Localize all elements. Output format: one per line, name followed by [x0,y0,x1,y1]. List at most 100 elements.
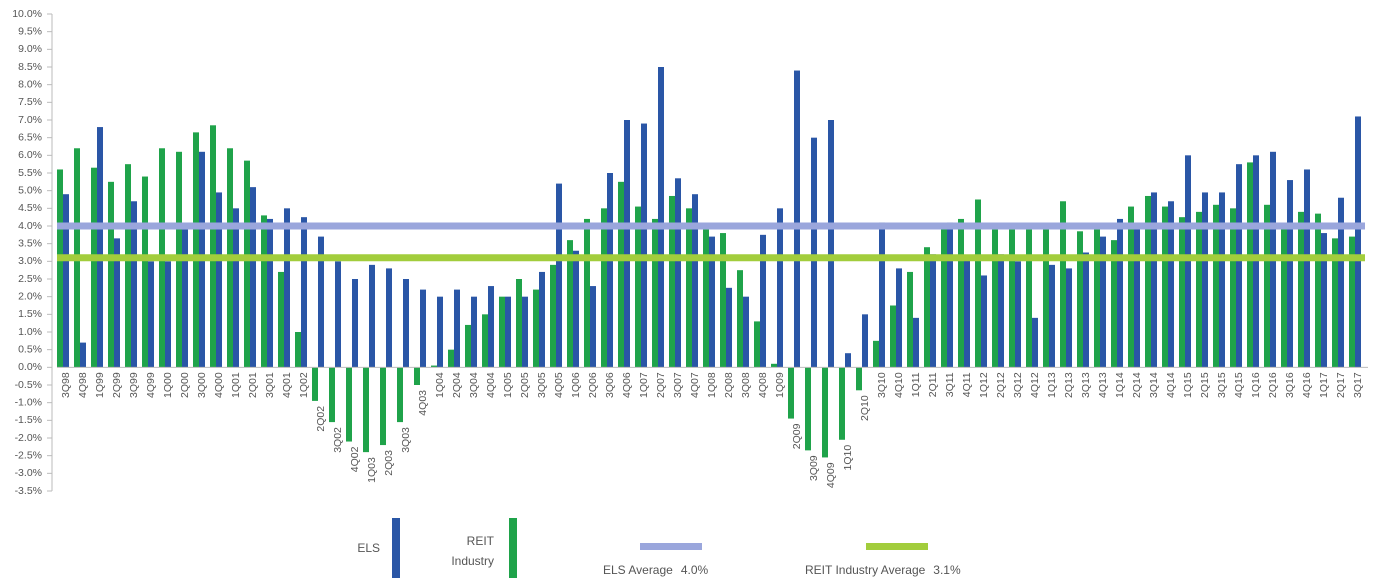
x-tick-label: 1Q14 [1114,372,1126,398]
bar [1179,217,1185,368]
bar [1196,211,1202,368]
bar [488,286,494,368]
bar [448,349,454,368]
legend-value: 3.1% [933,563,961,577]
y-tick-label: 8.0% [18,78,42,90]
bar [244,160,250,368]
x-tick-label: 2Q08 [723,372,735,398]
x-tick-label: 3Q17 [1352,372,1364,398]
bar [743,296,749,368]
x-tick-label: 3Q06 [604,372,616,398]
bar [352,279,358,368]
bar [80,342,86,368]
y-tick-label: -0.5% [15,379,42,391]
bar [1111,240,1117,368]
bar [414,367,420,385]
bar [811,137,817,368]
bar [941,226,947,368]
y-tick-label: 10.0% [12,8,42,20]
x-tick-label: 4Q04 [485,372,497,398]
x-tick-label: 4Q06 [621,372,633,398]
x-tick-label: 3Q08 [740,372,752,398]
x-tick-label: 1Q05 [502,372,514,398]
x-tick-label: 4Q12 [1029,372,1041,398]
bar [760,234,766,368]
y-tick-label: -2.5% [15,449,42,461]
x-tick-label: 3Q12 [1012,372,1024,398]
bar [1083,252,1089,368]
bar [63,194,69,368]
bar [363,367,369,453]
bar [720,233,726,368]
y-tick-label: 5.0% [18,184,42,196]
bar [879,222,885,368]
x-tick-label: 1Q01 [230,372,242,398]
x-tick-label: 1Q16 [1250,372,1262,398]
bar [465,324,471,368]
bar [1213,204,1219,368]
x-tick-label: 1Q00 [162,372,174,398]
x-tick-label: 1Q08 [706,372,718,398]
bar [165,261,171,368]
bar [1015,261,1021,368]
x-tick-label: 3Q00 [196,372,208,398]
bar [1185,155,1191,368]
x-tick-label: 1Q99 [94,372,106,398]
bar [1264,204,1270,368]
bar [907,271,913,368]
x-tick-label: 4Q08 [757,372,769,398]
bar [97,127,103,368]
bar [1094,229,1100,368]
x-tick-label: 3Q09 [808,455,820,481]
x-tick-label: 1Q15 [1182,372,1194,398]
bar [975,199,981,368]
bar [1100,236,1106,368]
bar [57,169,63,368]
bar [924,247,930,368]
bar [658,67,664,368]
bar [618,181,624,368]
x-tick-label: 3Q16 [1284,372,1296,398]
bar [947,222,953,368]
bar [1236,164,1242,368]
bar [539,271,545,368]
y-tick-label: -1.5% [15,414,42,426]
bar [601,208,607,368]
x-tick-label: 2Q04 [451,372,463,398]
x-tick-label: 1Q11 [910,372,922,397]
bar [284,208,290,368]
y-tick-label: 9.0% [18,43,42,55]
x-tick-label: 4Q00 [213,372,225,398]
y-tick-label: 3.5% [18,237,42,249]
bar [1315,213,1321,368]
y-tick-label: -1.0% [15,396,42,408]
bar [913,317,919,368]
x-tick-label: 2Q12 [995,372,1007,398]
bar [420,289,426,368]
x-tick-label: 3Q07 [672,372,684,398]
y-tick-label: 2.5% [18,273,42,285]
x-tick-label: 4Q02 [349,446,361,472]
bar [794,70,800,368]
y-tick-label: 9.5% [18,25,42,37]
bar [1117,218,1123,368]
bar [1355,116,1361,368]
bar [522,296,528,368]
bar [930,254,936,368]
y-tick-label: 6.0% [18,149,42,161]
x-tick-label: 2Q02 [315,406,327,432]
y-tick-label: 0.0% [18,361,42,373]
x-tick-label: 1Q09 [774,372,786,398]
legend-swatch [392,518,400,578]
legend-swatch [509,518,517,578]
x-tick-label: 4Q13 [1097,372,1109,398]
bar [454,289,460,368]
bar [1145,195,1151,368]
bar [856,367,862,391]
x-tick-label: 2Q99 [111,372,123,398]
x-tick-label: 4Q09 [825,462,837,488]
bar [822,367,828,458]
x-tick-label: 3Q04 [468,372,480,398]
y-tick-label: 4.5% [18,202,42,214]
